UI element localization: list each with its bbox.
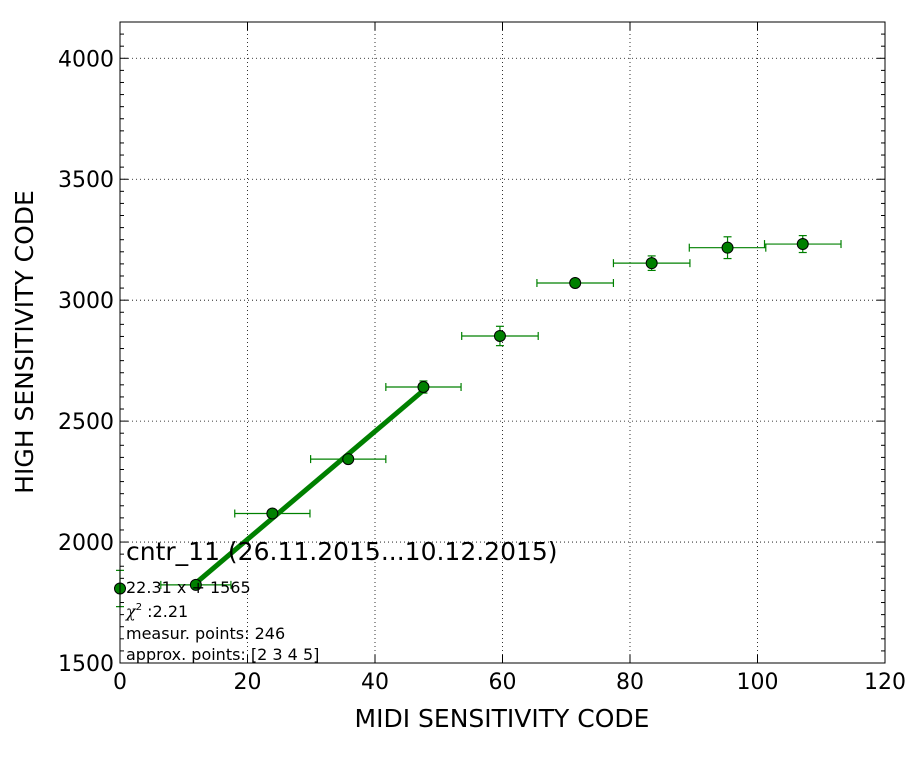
data-point — [189, 578, 202, 591]
chi-symbol: χ — [125, 602, 137, 621]
annotation-measur-points: measur. points: 246 — [126, 624, 285, 643]
data-point — [645, 257, 658, 270]
chi-value: :2.21 — [142, 602, 188, 621]
y-tick-label: 3500 — [58, 168, 114, 193]
x-tick-label: 100 — [737, 670, 779, 695]
x-tick-label: 40 — [361, 670, 389, 695]
x-axis-title: MIDI SENSITIVITY CODE — [355, 704, 650, 733]
y-tick-label: 4000 — [58, 47, 114, 72]
chi-superscript: 2 — [136, 602, 142, 613]
x-tick-label: 0 — [113, 670, 127, 695]
data-point — [342, 453, 355, 466]
fit-line-group — [194, 388, 426, 585]
y-tick-label: 3000 — [58, 289, 114, 314]
x-tick-label: 80 — [616, 670, 644, 695]
x-tick-label: 120 — [864, 670, 906, 695]
plot-frame — [119, 21, 886, 664]
y-tick-label: 2000 — [58, 531, 114, 556]
annotation-equation: 22.31 x + 1565 — [126, 578, 251, 597]
y-tick-label: 1500 — [58, 652, 114, 677]
data-point — [266, 507, 279, 520]
grid — [120, 22, 885, 663]
annotation-title: cntr_11 (26.11.2015...10.12.2015) — [126, 537, 558, 566]
x-tick-label: 20 — [234, 670, 262, 695]
data-point — [796, 238, 809, 251]
annotation-chi: χ2 :2.21 — [125, 602, 188, 621]
data-point — [417, 381, 430, 394]
x-tick-label: 60 — [489, 670, 517, 695]
tick-labels: 0 20 40 60 80 100 120 1500 2000 2500 3000 3500 4000 — [58, 47, 906, 695]
y-axis-title: HIGH SENSITIVITY CODE — [10, 190, 39, 494]
data-point — [493, 329, 506, 342]
data-point — [569, 276, 582, 289]
y-tick-label: 2500 — [58, 410, 114, 435]
fit-line — [194, 388, 426, 585]
data-point — [721, 241, 734, 254]
annotation-approx-points: approx. points: [2 3 4 5] — [126, 645, 319, 664]
